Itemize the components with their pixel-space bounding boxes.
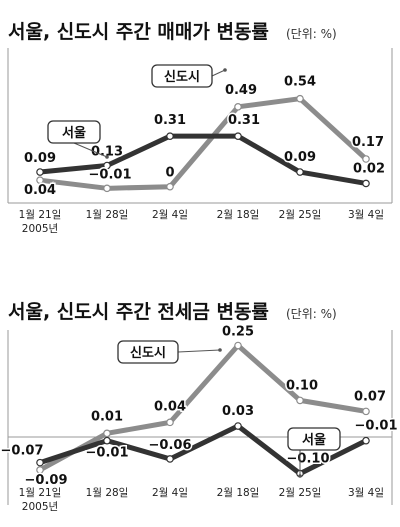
- chart1-x-tick: 3월 4일: [348, 208, 384, 221]
- chart1-point-0: [296, 168, 304, 176]
- chart2-data-label: 0.25: [222, 325, 254, 340]
- chart1-point-1: [36, 176, 44, 184]
- chart2-point-0: [36, 458, 44, 467]
- chart1-point-0: [362, 179, 370, 188]
- chart2-year-label: 2005년: [22, 501, 58, 513]
- chart1-data-label: −0.01: [89, 167, 132, 182]
- chart2-data-label: 0.04: [154, 399, 186, 414]
- chart2-data-label: −0.09: [25, 473, 68, 488]
- chart1-data-label: 0.31: [228, 113, 260, 128]
- chart1-data-label: 0.31: [154, 113, 186, 128]
- chart1-title: 서울, 신도시 주간 매매가 변동률: [8, 21, 269, 43]
- chart2-x-tick: 3월 4일: [348, 486, 384, 499]
- chart2-legend-label: 서울: [302, 432, 326, 448]
- chart1-data-label: 0.09: [24, 151, 56, 166]
- chart1-point-0: [36, 168, 44, 176]
- chart1-data-label: 0.54: [284, 75, 316, 90]
- chart1-x-tick: 2월 18일: [217, 208, 260, 221]
- chart1-legend-pointer-dot: [105, 155, 109, 159]
- chart1-legend-box: [47, 120, 101, 144]
- chart1-data-label: 0.13: [91, 145, 123, 160]
- chart2-x-tick: 2월 25일: [279, 486, 322, 499]
- chart2-x-tick: 2월 4일: [152, 486, 188, 499]
- chart2-point-1: [234, 341, 242, 350]
- chart1-legend-box: [151, 64, 213, 88]
- chart1-data-label: 0.49: [225, 83, 257, 98]
- chart1-legend-pointer: [211, 69, 226, 77]
- chart1-point-1: [362, 155, 370, 163]
- chart2-legend-label: 신도시: [130, 346, 166, 361]
- chart2-point-1: [166, 418, 174, 427]
- chart1-x-tick: 1월 21일: [19, 208, 62, 221]
- chart2-data-label: −0.10: [287, 452, 330, 467]
- chart2-point-0: [362, 436, 370, 445]
- chart2-title: 서울, 신도시 주간 전세금 변동률: [8, 301, 269, 323]
- chart1-point-0: [234, 132, 242, 140]
- chart2-series-line-1: [37, 343, 369, 473]
- chart1-legend-label: 신도시: [164, 70, 200, 85]
- chart2-data-label: 0.10: [286, 378, 318, 393]
- chart2-data-label: 0.03: [222, 404, 254, 419]
- chart2-data-label: −0.06: [149, 438, 192, 453]
- chart1-x-tick: 1월 28일: [86, 208, 129, 221]
- chart1-data-label: 0: [165, 166, 174, 181]
- chart1-point-0: [103, 161, 111, 170]
- chart1-point-1: [296, 94, 304, 103]
- chart1-unit: (단위: %): [286, 27, 337, 41]
- chart2-unit: (단위: %): [286, 307, 337, 321]
- chart1-plot: 1월 21일 1월 28일 2월 4일 2월 18일 2월 25일 3월 4일 2005년 0…: [7, 48, 393, 235]
- chart2-point-1: [296, 396, 304, 405]
- chart2-x-tick: 2월 18일: [217, 486, 260, 499]
- chart2-legend-pointer-dot: [218, 348, 222, 352]
- chart2-data-label: −0.01: [355, 419, 398, 434]
- chart2-data-label: −0.01: [86, 446, 129, 461]
- chart1-data-label: 0.02: [353, 161, 385, 176]
- chart2-point-0: [166, 455, 174, 463]
- chart1-data-label: 0.17: [352, 135, 384, 150]
- chart2-point-1: [36, 466, 44, 474]
- chart2-x-tick: 1월 21일: [19, 486, 62, 499]
- chart1-year-label: 2005년: [22, 223, 58, 235]
- chart2-x-tick: 1월 28일: [86, 486, 129, 499]
- chart2-legend-pointer: [177, 349, 221, 353]
- chart2-legend-box: [117, 340, 179, 364]
- chart1-legend-label: 서울: [62, 125, 86, 141]
- chart1-series-line-0: [37, 133, 369, 186]
- chart1-data-label: 0.09: [284, 150, 316, 165]
- chart1-x-tick: 2월 25일: [279, 208, 322, 221]
- chart2-point-0: [234, 422, 242, 430]
- chart2-legend-pointer-dot: [298, 474, 302, 478]
- chart2-data-label: −0.07: [1, 444, 44, 459]
- chart2-point-0: [103, 436, 111, 445]
- chart1-point-1: [234, 103, 242, 111]
- chart2-series-line-0: [37, 423, 369, 477]
- chart1-legend-pointer: [73, 142, 108, 158]
- chart1-data-label: 0.04: [24, 183, 56, 198]
- chart2-data-label: 0.07: [354, 389, 386, 404]
- chart1-x-tick: 2월 4일: [152, 208, 188, 221]
- chart2-plot: 1월 21일 1월 28일 2월 4일 2월 18일 2월 25일 3월 4일 2005년 −…: [0, 323, 399, 513]
- chart1-point-1: [103, 184, 111, 193]
- chart2-legend-box: [287, 427, 341, 451]
- chart2-point-1: [103, 429, 111, 438]
- chart1-point-0: [166, 132, 174, 140]
- chart1-legend-pointer-dot: [223, 68, 227, 72]
- chart1-point-1: [166, 182, 174, 191]
- chart2-data-label: 0.01: [91, 409, 123, 424]
- chart2-point-1: [362, 407, 370, 416]
- chart1-series-line-1: [37, 96, 369, 191]
